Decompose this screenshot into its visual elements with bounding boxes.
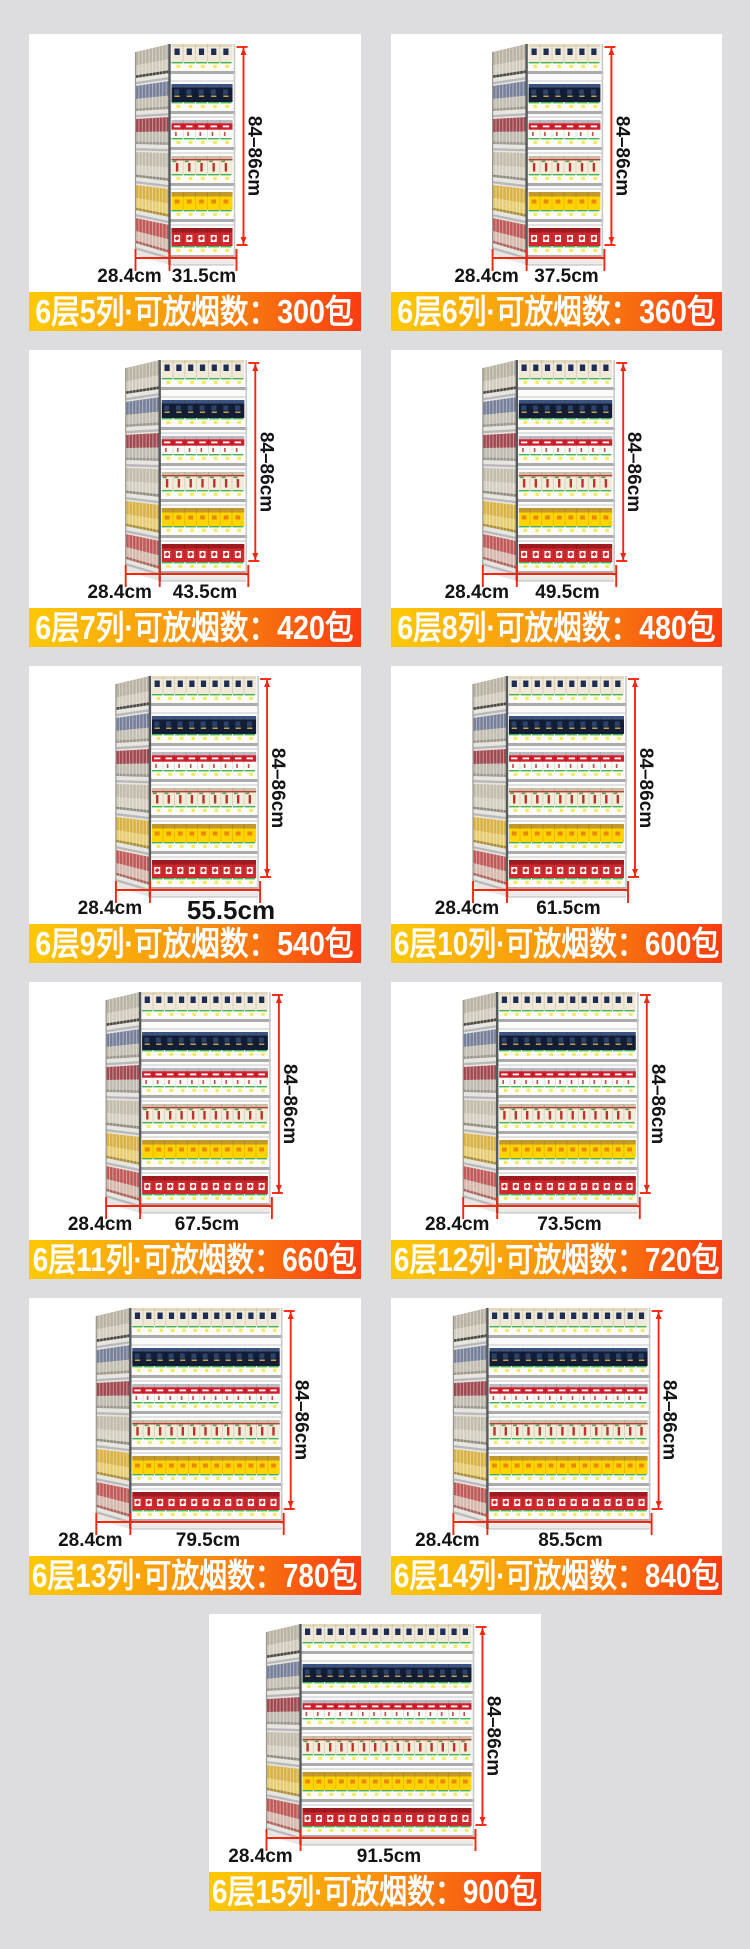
svg-text:28.4cm: 28.4cm	[228, 1846, 292, 1867]
svg-text:84–86cm: 84–86cm	[244, 116, 265, 196]
svg-text:28.4cm: 28.4cm	[68, 1214, 132, 1235]
svg-text:28.4cm: 28.4cm	[415, 1530, 479, 1551]
svg-text:28.4cm: 28.4cm	[58, 1530, 122, 1551]
svg-text:91.5cm: 91.5cm	[357, 1846, 421, 1867]
svg-text:84–86cm: 84–86cm	[267, 748, 288, 828]
svg-text:85.5cm: 85.5cm	[538, 1530, 602, 1551]
svg-text:28.4cm: 28.4cm	[97, 266, 161, 287]
svg-text:84–86cm: 84–86cm	[483, 1696, 504, 1776]
svg-text:84–86cm: 84–86cm	[279, 1064, 300, 1144]
svg-text:49.5cm: 49.5cm	[535, 582, 599, 603]
svg-text:84–86cm: 84–86cm	[611, 116, 632, 196]
svg-text:55.5cm: 55.5cm	[187, 895, 275, 924]
svg-text:61.5cm: 61.5cm	[536, 898, 600, 919]
svg-text:84–86cm: 84–86cm	[623, 432, 644, 512]
svg-text:79.5cm: 79.5cm	[176, 1530, 240, 1551]
svg-text:84–86cm: 84–86cm	[635, 748, 656, 828]
svg-text:67.5cm: 67.5cm	[175, 1214, 239, 1235]
svg-text:84–86cm: 84–86cm	[291, 1380, 312, 1460]
svg-text:84–86cm: 84–86cm	[658, 1380, 679, 1460]
svg-text:28.4cm: 28.4cm	[454, 266, 518, 287]
svg-text:73.5cm: 73.5cm	[537, 1214, 601, 1235]
svg-text:43.5cm: 43.5cm	[173, 582, 237, 603]
svg-text:84–86cm: 84–86cm	[255, 432, 276, 512]
svg-text:28.4cm: 28.4cm	[87, 582, 151, 603]
svg-text:28.4cm: 28.4cm	[425, 1214, 489, 1235]
svg-text:28.4cm: 28.4cm	[444, 582, 508, 603]
svg-text:28.4cm: 28.4cm	[435, 898, 499, 919]
svg-text:84–86cm: 84–86cm	[647, 1064, 668, 1144]
svg-text:37.5cm: 37.5cm	[534, 266, 598, 287]
svg-text:28.4cm: 28.4cm	[78, 898, 142, 919]
svg-text:31.5cm: 31.5cm	[172, 266, 236, 287]
